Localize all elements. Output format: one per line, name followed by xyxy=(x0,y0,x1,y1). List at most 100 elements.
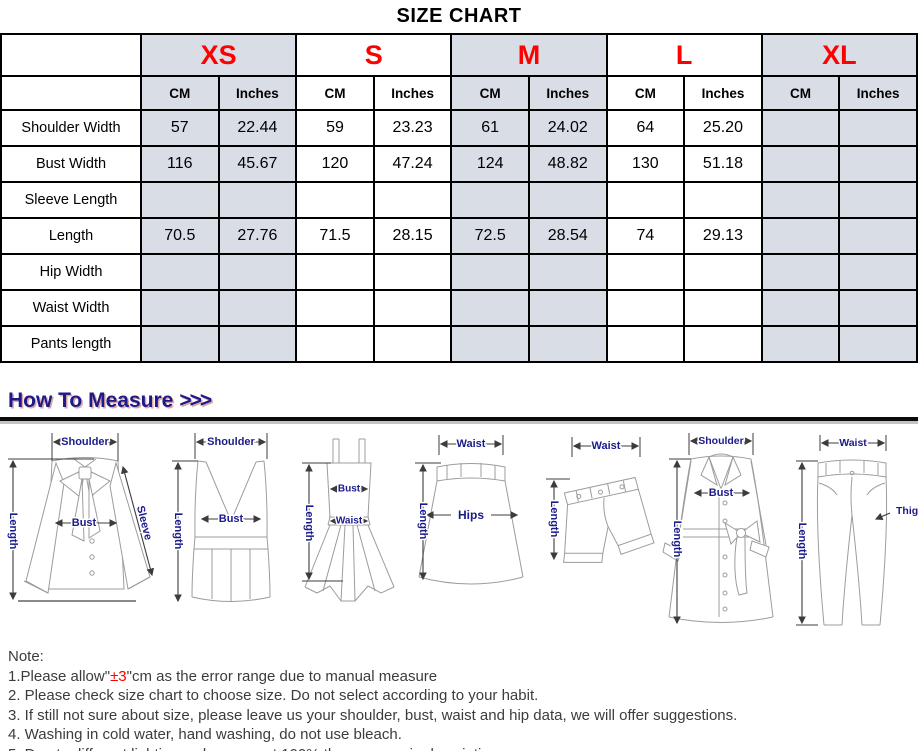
row-label: Bust Width xyxy=(0,145,142,183)
blouse-figure: Shoulder Length Bust Sleeve xyxy=(6,433,156,602)
size-cell xyxy=(217,289,298,327)
how-to-measure-title: How To Measure xyxy=(8,389,174,412)
size-cell xyxy=(527,289,608,327)
size-cell xyxy=(450,289,530,327)
row-label: Waist Width xyxy=(0,289,142,327)
unit-l-inches: Inches xyxy=(683,75,763,111)
size-cell xyxy=(838,145,918,183)
size-header-xl: XL xyxy=(760,33,918,77)
size-cell: 130 xyxy=(605,145,686,183)
chevrons-icon: >>> xyxy=(179,389,212,412)
dress-bust-label: Bust xyxy=(338,484,361,495)
size-cell xyxy=(372,181,453,219)
row-label: Hip Width xyxy=(0,253,142,291)
size-cell xyxy=(140,289,220,327)
note-line-1: 1.Please allow"±3"cm as the error range … xyxy=(8,667,438,685)
size-cell xyxy=(295,253,375,291)
size-cell xyxy=(450,253,530,291)
table-row: Length 70.5 27.76 71.5 28.15 72.5 28.54 … xyxy=(0,217,918,255)
size-header-xs: XS xyxy=(139,33,298,77)
size-cell: 25.20 xyxy=(683,109,763,147)
table-row: Waist Width xyxy=(0,289,918,327)
tank-top-figure: Shoulder Length Bust xyxy=(170,433,271,603)
unit-header-row: CM Inches CM Inches CM Inches CM Inches … xyxy=(0,75,918,111)
pants-waist-label: Waist xyxy=(839,437,867,449)
size-cell xyxy=(527,325,608,363)
shorts-length-label: Length xyxy=(548,501,560,538)
size-cell: 61 xyxy=(450,109,530,147)
unit-l-cm: CM xyxy=(605,75,686,111)
skirt-hips-label: Hips xyxy=(458,508,484,522)
unit-s-cm: CM xyxy=(295,75,375,111)
table-row: Sleeve Length xyxy=(0,181,918,219)
size-cell xyxy=(838,325,918,363)
dress-figure: Bust Waist Length xyxy=(301,438,395,602)
coat-bust-label: Bust xyxy=(709,487,734,499)
pants-length-label: Length xyxy=(796,523,808,560)
size-cell xyxy=(450,181,530,219)
notes-section: Note: 1.Please allow"±3"cm as the error … xyxy=(8,647,918,751)
size-cell xyxy=(760,253,841,291)
row-label: Sleeve Length xyxy=(0,181,142,219)
size-cell xyxy=(450,325,530,363)
blouse-length-label: Length xyxy=(7,513,19,550)
size-cell xyxy=(838,109,918,147)
size-cell xyxy=(295,325,375,363)
size-header-l: L xyxy=(605,33,763,77)
tank-shoulder-label: Shoulder xyxy=(207,436,255,448)
size-cell: 28.54 xyxy=(527,217,608,255)
size-cell: 72.5 xyxy=(450,217,530,255)
size-cell xyxy=(760,109,841,147)
row-label: Pants length xyxy=(0,325,142,363)
tank-bust-label: Bust xyxy=(219,513,244,525)
size-cell: 51.18 xyxy=(683,145,763,183)
size-cell xyxy=(295,289,375,327)
size-chart-table: XS S M L XL CM Inches CM Inches CM Inche… xyxy=(0,33,918,363)
size-cell: 29.13 xyxy=(683,217,763,255)
size-cell xyxy=(605,325,686,363)
size-header-m: M xyxy=(450,33,608,77)
how-to-measure-heading: How To Measure >>> xyxy=(8,389,918,413)
size-cell xyxy=(683,181,763,219)
table-row: Pants length xyxy=(0,325,918,363)
coat-figure: Shoulder Length Bust xyxy=(662,433,774,625)
size-cell xyxy=(372,289,453,327)
size-cell xyxy=(140,325,220,363)
coat-length-label: Length xyxy=(671,521,683,558)
size-cell xyxy=(140,253,220,291)
size-cell: 28.15 xyxy=(372,217,453,255)
size-cell xyxy=(527,253,608,291)
size-cell: 47.24 xyxy=(372,145,453,183)
table-row: Bust Width 116 45.67 120 47.24 124 48.82… xyxy=(0,145,918,183)
size-cell xyxy=(760,325,841,363)
size-cell: 74 xyxy=(605,217,686,255)
size-cell xyxy=(683,289,763,327)
note-line-4: 4. Washing in cold water, hand washing, … xyxy=(8,726,402,743)
row-label: Shoulder Width xyxy=(0,109,142,147)
note-line-2: 2. Please check size chart to choose siz… xyxy=(8,687,539,704)
size-cell: 57 xyxy=(140,109,220,147)
unit-s-inches: Inches xyxy=(372,75,453,111)
size-cell xyxy=(217,253,298,291)
size-cell xyxy=(605,181,686,219)
size-header-s: S xyxy=(295,33,453,77)
size-cell: 116 xyxy=(140,145,220,183)
page-title: SIZE CHART xyxy=(396,5,522,27)
size-cell xyxy=(295,181,375,219)
size-cell xyxy=(217,181,298,219)
size-cell xyxy=(838,181,918,219)
size-cell: 45.67 xyxy=(217,145,298,183)
size-cell xyxy=(838,217,918,255)
skirt-figure: Waist Hips Length xyxy=(415,435,524,585)
size-cell: 70.5 xyxy=(140,217,220,255)
size-cell: 22.44 xyxy=(217,109,298,147)
note-line-5: 5. Due to different lighting, color may … xyxy=(8,745,918,751)
note-heading: Note: xyxy=(8,648,44,665)
size-cell xyxy=(372,325,453,363)
size-cell xyxy=(760,145,841,183)
size-cell xyxy=(838,289,918,327)
size-cell: 27.76 xyxy=(217,217,298,255)
dress-length-label: Length xyxy=(303,505,315,542)
table-row: Hip Width xyxy=(0,253,918,291)
